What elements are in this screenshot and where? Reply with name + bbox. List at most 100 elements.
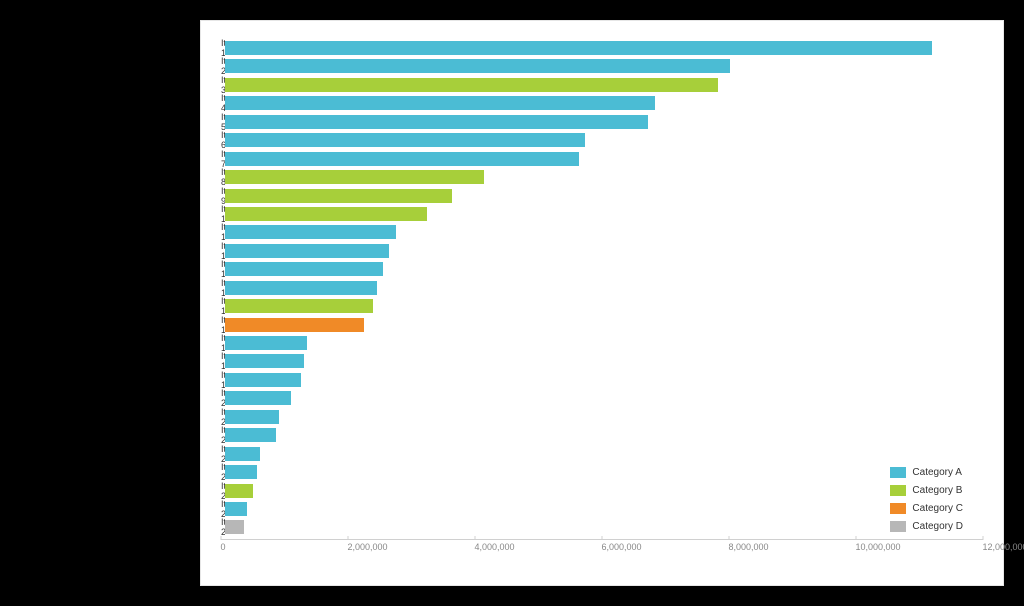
- bar-track: 3,600,000: [225, 189, 983, 203]
- bar-track: 2,200,000: [225, 318, 983, 332]
- bar-row: Item 25450,000: [221, 484, 983, 498]
- legend-swatch: [890, 467, 906, 478]
- bar-fill: [225, 225, 396, 239]
- legend-row: Category A: [890, 463, 963, 481]
- bar-track: 8,000,000: [225, 59, 983, 73]
- bar-track: 550,000: [225, 447, 983, 461]
- bar-fill: [225, 299, 373, 313]
- x-axis-tick-label: 6,000,000: [602, 542, 642, 552]
- bar-track: 5,700,000: [225, 133, 983, 147]
- legend-row: Category D: [890, 517, 963, 535]
- bar-row: Item 56,700,000: [221, 115, 983, 129]
- bar-row: Item 181,250,000: [221, 354, 983, 368]
- chart-container: Item 111,200,000Item 28,000,000Item 37,8…: [200, 20, 1004, 586]
- bar-row: Item 28,000,000: [221, 59, 983, 73]
- bar-row: Item 191,200,000: [221, 373, 983, 387]
- bar-track: 2,500,000: [225, 262, 983, 276]
- bar-fill: [225, 133, 585, 147]
- x-axis-tick: 10,000,000: [856, 536, 857, 552]
- bar-row: Item 21850,000: [221, 410, 983, 424]
- x-axis-tick-label: 2,000,000: [348, 542, 388, 552]
- bar-fill: [225, 41, 932, 55]
- bar-row: Item 93,600,000: [221, 189, 983, 203]
- bar-fill: [225, 336, 307, 350]
- bar-track: 2,600,000: [225, 244, 983, 258]
- bar-track: 5,600,000: [225, 152, 983, 166]
- bar-fill: [225, 262, 383, 276]
- bar-track: 1,250,000: [225, 354, 983, 368]
- bar-track: 3,200,000: [225, 207, 983, 221]
- bar-row: Item 26350,000: [221, 502, 983, 516]
- bar-track: 2,400,000: [225, 281, 983, 295]
- x-axis: 0 2,000,000 4,000,000 6,000,000 8,000,000 10,…: [221, 539, 983, 559]
- bar-fill: [225, 318, 364, 332]
- bar-fill: [225, 170, 484, 184]
- bar-row: Item 65,700,000: [221, 133, 983, 147]
- bar-fill: [225, 244, 389, 258]
- bar-fill: [225, 96, 655, 110]
- bar-track: 500,000: [225, 465, 983, 479]
- bar-row: Item 37,800,000: [221, 78, 983, 92]
- legend: Category A Category B Category C Category D: [890, 463, 963, 535]
- bar-track: 300,000: [225, 520, 983, 534]
- x-axis-tick: 0: [221, 536, 222, 552]
- bar-row: Item 27300,000: [221, 520, 983, 534]
- bar-fill: [225, 465, 257, 479]
- legend-swatch: [890, 521, 906, 532]
- legend-row: Category B: [890, 481, 963, 499]
- bar-track: 450,000: [225, 484, 983, 498]
- legend-label: Category C: [912, 503, 963, 514]
- legend-label: Category A: [912, 467, 961, 478]
- bar-fill: [225, 410, 279, 424]
- bar-row: Item 112,700,000: [221, 225, 983, 239]
- bar-track: 350,000: [225, 502, 983, 516]
- bar-row: Item 152,350,000: [221, 299, 983, 313]
- bar-track: 6,800,000: [225, 96, 983, 110]
- x-axis-tick-label: 8,000,000: [729, 542, 769, 552]
- bar-row: Item 84,100,000: [221, 170, 983, 184]
- legend-label: Category D: [912, 521, 963, 532]
- bar-track: 1,300,000: [225, 336, 983, 350]
- x-axis-tick-label: 4,000,000: [475, 542, 515, 552]
- bar-row: Item 142,400,000: [221, 281, 983, 295]
- x-axis-tick: 6,000,000: [602, 536, 603, 552]
- bar-fill: [225, 115, 648, 129]
- bar-fill: [225, 502, 247, 516]
- bar-fill: [225, 373, 301, 387]
- bar-row: Item 162,200,000: [221, 318, 983, 332]
- bar-track: 4,100,000: [225, 170, 983, 184]
- bar-track: 2,700,000: [225, 225, 983, 239]
- x-axis-tick: 4,000,000: [475, 536, 476, 552]
- legend-swatch: [890, 503, 906, 514]
- bar-fill: [225, 520, 244, 534]
- bar-fill: [225, 484, 253, 498]
- bar-row: Item 122,600,000: [221, 244, 983, 258]
- x-axis-tick-label: 12,000,000: [983, 542, 1024, 552]
- bar-row: Item 201,050,000: [221, 391, 983, 405]
- bar-fill: [225, 281, 377, 295]
- bar-fill: [225, 391, 291, 405]
- bar-row: Item 132,500,000: [221, 262, 983, 276]
- bar-row: Item 23550,000: [221, 447, 983, 461]
- bar-fill: [225, 428, 276, 442]
- bar-row: Item 46,800,000: [221, 96, 983, 110]
- x-axis-tick: 2,000,000: [348, 536, 349, 552]
- x-axis-tick: 12,000,000: [983, 536, 984, 552]
- bar-fill: [225, 59, 730, 73]
- bar-fill: [225, 447, 260, 461]
- bar-fill: [225, 354, 304, 368]
- bar-track: 2,350,000: [225, 299, 983, 313]
- bar-fill: [225, 207, 427, 221]
- legend-swatch: [890, 485, 906, 496]
- legend-row: Category C: [890, 499, 963, 517]
- x-axis-tick-label: 0: [221, 542, 226, 552]
- bars-area: Item 111,200,000Item 28,000,000Item 37,8…: [221, 41, 983, 539]
- bar-row: Item 75,600,000: [221, 152, 983, 166]
- x-axis-tick: 8,000,000: [729, 536, 730, 552]
- bar-row: Item 22800,000: [221, 428, 983, 442]
- bar-track: 1,200,000: [225, 373, 983, 387]
- bar-fill: [225, 152, 579, 166]
- x-axis-tick-label: 10,000,000: [856, 542, 901, 552]
- bar-track: 7,800,000: [225, 78, 983, 92]
- bar-row: Item 171,300,000: [221, 336, 983, 350]
